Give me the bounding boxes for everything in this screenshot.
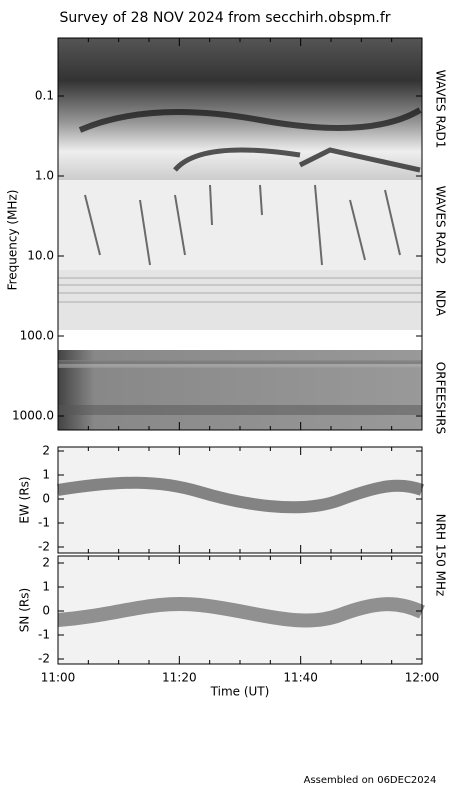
y-tick-label: 1 — [42, 468, 50, 482]
instrument-label: ORFEESHRS — [434, 362, 448, 434]
sn-label: SN (Rs) — [18, 588, 32, 632]
title: Survey of 28 NOV 2024 from secchirh.obsp… — [59, 10, 390, 26]
rad1-feature — [78, 107, 422, 133]
ew-label: EW (Rs) — [18, 476, 32, 523]
instrument-label: WAVES RAD1 — [434, 70, 448, 149]
y-tick-label: 1 — [42, 580, 50, 594]
y-tick-label: 100.0 — [20, 329, 54, 343]
nda-lines — [58, 277, 422, 303]
y-tick-label: -2 — [38, 540, 50, 554]
rad1-feature — [173, 147, 421, 173]
x-tick-label: 11:40 — [283, 671, 318, 685]
frequency-label: Frequency (MHz) — [6, 190, 20, 291]
x-tick-label: 12:00 — [405, 671, 440, 685]
y-tick-label: -2 — [38, 652, 50, 666]
y-tick-label: -1 — [38, 628, 50, 642]
y-tick-label: 1000.0 — [12, 409, 54, 423]
y-tick-label: 2 — [42, 556, 50, 570]
y-tick-label: 10.0 — [27, 249, 54, 263]
instrument-label: NRH 150 MHz — [434, 514, 448, 597]
y-tick-label: 1.0 — [35, 169, 54, 183]
y-tick-label: 2 — [42, 444, 50, 458]
sn-source — [57, 597, 425, 628]
nda-image — [58, 270, 422, 330]
x-tick-label: 11:00 — [41, 671, 76, 685]
instrument-label: NDA — [434, 290, 448, 317]
y-tick-label: 0 — [42, 604, 50, 618]
rad2-bursts — [84, 184, 401, 266]
y-tick-label: 0 — [42, 492, 50, 506]
instrument-label: WAVES RAD2 — [434, 186, 448, 265]
y-tick-label: -1 — [38, 516, 50, 530]
time-label: Time (UT) — [210, 685, 270, 699]
x-tick-label: 11:20 — [162, 671, 197, 685]
y-tick-label: 0.1 — [35, 89, 54, 103]
rad2-image — [58, 180, 422, 270]
orfees-band — [58, 405, 422, 415]
footer: Assembled on 06DEC2024 — [304, 775, 437, 786]
orfees-band — [58, 360, 422, 368]
ew-source — [57, 476, 425, 514]
